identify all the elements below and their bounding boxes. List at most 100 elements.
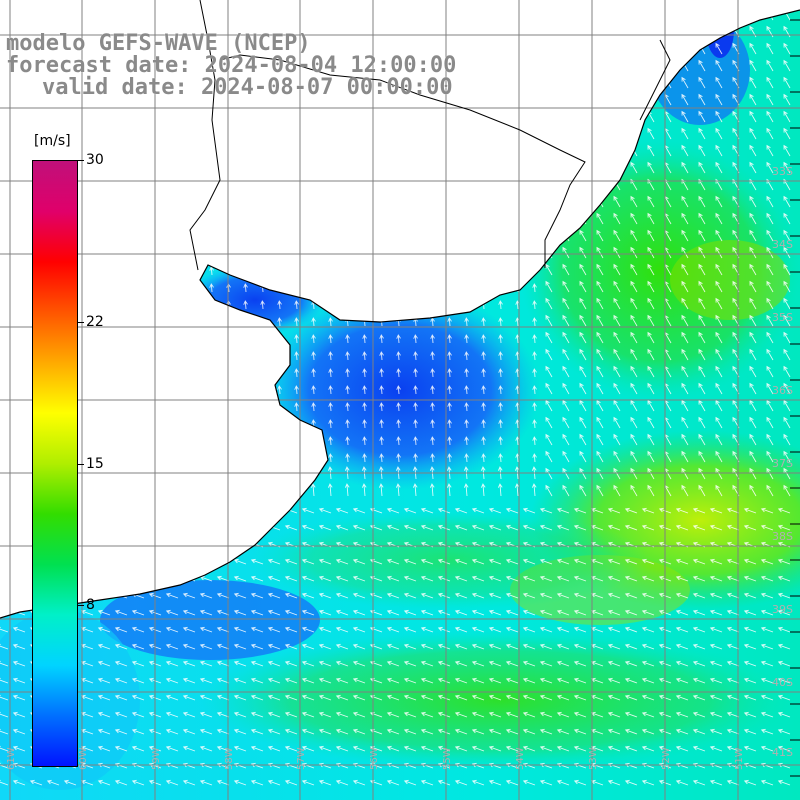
wind-arrow bbox=[681, 229, 689, 242]
wind-arrow bbox=[301, 779, 315, 786]
wind-arrow bbox=[545, 314, 553, 327]
wind-arrow bbox=[5, 436, 10, 446]
wind-arrow bbox=[233, 660, 247, 667]
wind-arrow bbox=[709, 507, 723, 514]
wind-arrow bbox=[715, 110, 723, 123]
wind-arrow bbox=[107, 232, 112, 242]
wind-arrow bbox=[403, 575, 417, 582]
longitude-label: 53W bbox=[588, 747, 599, 770]
wind-arrow bbox=[226, 351, 231, 361]
coastline bbox=[0, 9, 800, 619]
wind-arrow bbox=[498, 198, 503, 208]
wind-arrow bbox=[579, 110, 587, 123]
wind-arrow bbox=[709, 728, 723, 735]
wind-arrow bbox=[260, 232, 265, 242]
wind-arrow bbox=[613, 467, 621, 480]
wind-arrow bbox=[141, 436, 146, 446]
wind-arrow bbox=[464, 96, 469, 106]
longitude-label: 58W bbox=[224, 747, 235, 770]
wind-arrow bbox=[522, 575, 536, 582]
wind-arrow bbox=[294, 164, 299, 174]
wind-arrow bbox=[131, 626, 145, 633]
wind-arrow bbox=[0, 728, 9, 735]
longitude-label: 55W bbox=[442, 747, 453, 770]
wind-arrow bbox=[318, 643, 332, 650]
wind-arrow bbox=[498, 351, 503, 361]
wind-arrow bbox=[562, 399, 570, 412]
wind-arrow bbox=[481, 79, 486, 89]
wind-arrow bbox=[5, 147, 10, 157]
wind-arrow bbox=[124, 283, 129, 293]
wind-arrow bbox=[498, 147, 503, 157]
wind-arrow bbox=[209, 130, 214, 140]
wind-arrow bbox=[114, 609, 128, 616]
wind-arrow bbox=[396, 300, 401, 310]
wind-arrow bbox=[124, 198, 129, 208]
wind-arrow bbox=[454, 575, 468, 582]
wind-arrow bbox=[522, 609, 536, 616]
longitude-label: 51W bbox=[734, 747, 745, 770]
wind-arrow bbox=[613, 331, 621, 344]
wind-arrow bbox=[573, 558, 587, 565]
wind-arrow bbox=[250, 677, 264, 684]
wind-arrow bbox=[766, 263, 774, 276]
wind-arrow bbox=[777, 677, 791, 684]
wind-arrow bbox=[498, 283, 503, 293]
wind-arrow bbox=[294, 385, 299, 395]
wind-arrow bbox=[613, 76, 621, 89]
wind-arrow bbox=[647, 161, 655, 174]
wind-arrow bbox=[22, 436, 27, 446]
wind-arrow bbox=[124, 130, 129, 140]
wind-arrow bbox=[192, 317, 197, 327]
wind-arrow bbox=[562, 297, 570, 310]
wind-arrow bbox=[514, 483, 520, 497]
wind-arrow bbox=[630, 399, 638, 412]
wind-arrow bbox=[413, 385, 418, 395]
wind-arrow bbox=[158, 419, 163, 429]
wind-arrow bbox=[613, 280, 621, 293]
wind-arrow bbox=[522, 711, 536, 718]
wind-arrow bbox=[766, 450, 774, 463]
wind-arrow bbox=[12, 677, 26, 684]
wind-arrow bbox=[573, 660, 587, 667]
wind-arrow bbox=[437, 558, 451, 565]
wind-arrow bbox=[505, 677, 519, 684]
wind-arrow bbox=[5, 96, 10, 106]
wind-arrow bbox=[182, 660, 196, 667]
wind-arrow bbox=[277, 351, 282, 361]
wind-arrow bbox=[396, 351, 401, 361]
wind-arrow bbox=[131, 507, 145, 514]
latitude-label: 41S bbox=[772, 746, 793, 759]
wind-arrow bbox=[114, 575, 128, 582]
wind-arrow bbox=[124, 266, 129, 276]
wind-arrow bbox=[413, 164, 418, 174]
wind-arrow bbox=[430, 334, 435, 344]
wind-arrow bbox=[573, 626, 587, 633]
wind-arrow bbox=[556, 694, 570, 701]
wind-arrow bbox=[209, 453, 214, 463]
wind-arrow bbox=[158, 164, 163, 174]
wind-arrow bbox=[165, 592, 179, 599]
wind-arrow bbox=[0, 677, 9, 684]
wind-arrow bbox=[743, 711, 757, 718]
wind-arrow bbox=[141, 181, 146, 191]
wind-arrow bbox=[175, 130, 180, 140]
wind-arrow bbox=[522, 592, 536, 599]
wind-arrow bbox=[743, 660, 757, 667]
wind-arrow bbox=[630, 212, 638, 225]
wind-arrow bbox=[124, 164, 129, 174]
wind-arrow bbox=[131, 677, 145, 684]
wind-arrow bbox=[243, 232, 248, 242]
wind-arrow bbox=[250, 643, 264, 650]
wind-arrow bbox=[90, 385, 95, 395]
wind-arrow bbox=[311, 164, 316, 174]
wind-arrow bbox=[396, 113, 401, 123]
wind-arrow bbox=[12, 660, 26, 667]
wind-arrow bbox=[783, 399, 791, 412]
wind-arrow bbox=[175, 368, 180, 378]
wind-arrow bbox=[447, 28, 452, 38]
wind-arrow bbox=[226, 198, 231, 208]
wind-arrow bbox=[335, 643, 349, 650]
wind-arrow bbox=[749, 195, 757, 208]
wind-arrow bbox=[579, 348, 587, 361]
